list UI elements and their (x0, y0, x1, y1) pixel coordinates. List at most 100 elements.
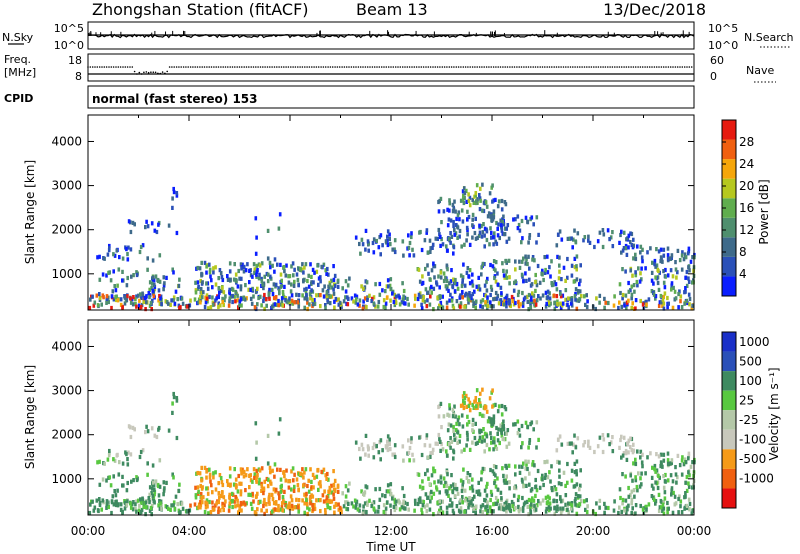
velocity-cell (577, 494, 580, 499)
velocity-cell (478, 412, 482, 417)
velocity-cell (273, 507, 277, 512)
velocity-cell (247, 492, 250, 497)
velocity-cell (526, 504, 530, 509)
power-cell (657, 268, 660, 273)
power-cell (537, 294, 540, 299)
power-cell (425, 228, 429, 233)
nave-dot (220, 66, 222, 68)
velocity-cell (467, 403, 471, 408)
velocity-cell (261, 487, 264, 492)
velocity-cell (501, 424, 504, 429)
velocity-cell (536, 468, 540, 474)
power-cell (91, 294, 94, 299)
power-cell (221, 299, 224, 305)
velocity-cell (439, 439, 442, 444)
nave-dot (131, 66, 134, 68)
velocity-cell (461, 402, 465, 407)
power-cell (445, 305, 449, 310)
velocity-cell (490, 418, 493, 424)
velocity-cell (459, 506, 463, 511)
velocity-cell (454, 482, 457, 488)
velocity-cell (267, 477, 270, 482)
power-cell (564, 288, 568, 293)
power-cell (503, 200, 507, 205)
velocity-cell (110, 510, 113, 516)
velocity-cell (629, 473, 632, 478)
power-cell (595, 296, 598, 301)
velocity-cell (317, 487, 320, 492)
power-cell (574, 297, 577, 302)
power-cell (534, 280, 537, 285)
velocity-cell (430, 473, 434, 478)
power-cell (424, 266, 427, 272)
velocity-cell (543, 475, 547, 480)
velocity-cell (438, 437, 441, 442)
nave-dot (306, 66, 308, 68)
velocity-cell (486, 504, 489, 509)
nave-dot (287, 66, 290, 68)
power-cell (279, 272, 283, 277)
velocity-cell (381, 493, 384, 498)
power-cell (442, 209, 446, 214)
nave-dot (588, 66, 590, 68)
power-cell (524, 215, 528, 220)
power-cell (121, 269, 124, 274)
power-cell (209, 305, 213, 310)
velocity-cell (557, 437, 560, 442)
velocity-cell (88, 510, 92, 516)
nave-dot (462, 66, 465, 68)
power-cell (239, 284, 243, 289)
power-cell (495, 220, 498, 226)
velocity-cell (376, 509, 380, 514)
power-cell (211, 285, 214, 290)
power-cell (530, 282, 534, 287)
power-cell (547, 300, 551, 305)
velocity-cell (255, 477, 258, 482)
power-cell (620, 229, 623, 234)
power-cell (440, 220, 443, 225)
velocity-cell (620, 434, 623, 439)
power-cell (666, 273, 670, 278)
velocity-cell (458, 509, 462, 514)
velocity-cell (402, 502, 405, 507)
velocity-cell (360, 442, 364, 447)
power-cell (95, 293, 99, 298)
power-cell (437, 227, 441, 233)
velocity-cell (329, 499, 332, 504)
velocity-cell (437, 511, 440, 516)
nave-dot (112, 66, 115, 68)
nave-dot (690, 66, 693, 68)
power-cell (384, 301, 388, 306)
power-cell (177, 303, 181, 308)
velocity-cell (119, 507, 123, 512)
power-cell (559, 291, 562, 296)
nave-dot (199, 66, 201, 68)
nave-dot (383, 66, 385, 68)
velocity-cell (570, 478, 574, 483)
velocity-cell (377, 450, 381, 455)
power-cell (528, 277, 531, 282)
power-cell (438, 303, 441, 308)
power-cell (300, 267, 304, 272)
velocity-cell (205, 498, 209, 503)
power-cell (583, 294, 586, 299)
velocity-cell (451, 490, 455, 495)
velocity-cell (262, 486, 266, 491)
power-cell (259, 294, 262, 299)
velocity-cell (569, 506, 573, 511)
velocity-cell (254, 494, 258, 500)
velocity-cell (486, 481, 489, 486)
velocity-cell (372, 500, 376, 505)
power-cell (354, 235, 358, 240)
date-label: 13/Dec/2018 (603, 0, 706, 19)
velocity-cell (507, 441, 511, 446)
power-cell (425, 304, 429, 309)
power-cell (382, 304, 386, 310)
power-cell (98, 295, 102, 301)
velocity-cell (627, 494, 631, 499)
power-cell (674, 260, 677, 265)
power-cell (110, 305, 113, 311)
nave-dot (122, 66, 124, 68)
power-cell (500, 225, 504, 230)
velocity-cell (578, 494, 582, 499)
